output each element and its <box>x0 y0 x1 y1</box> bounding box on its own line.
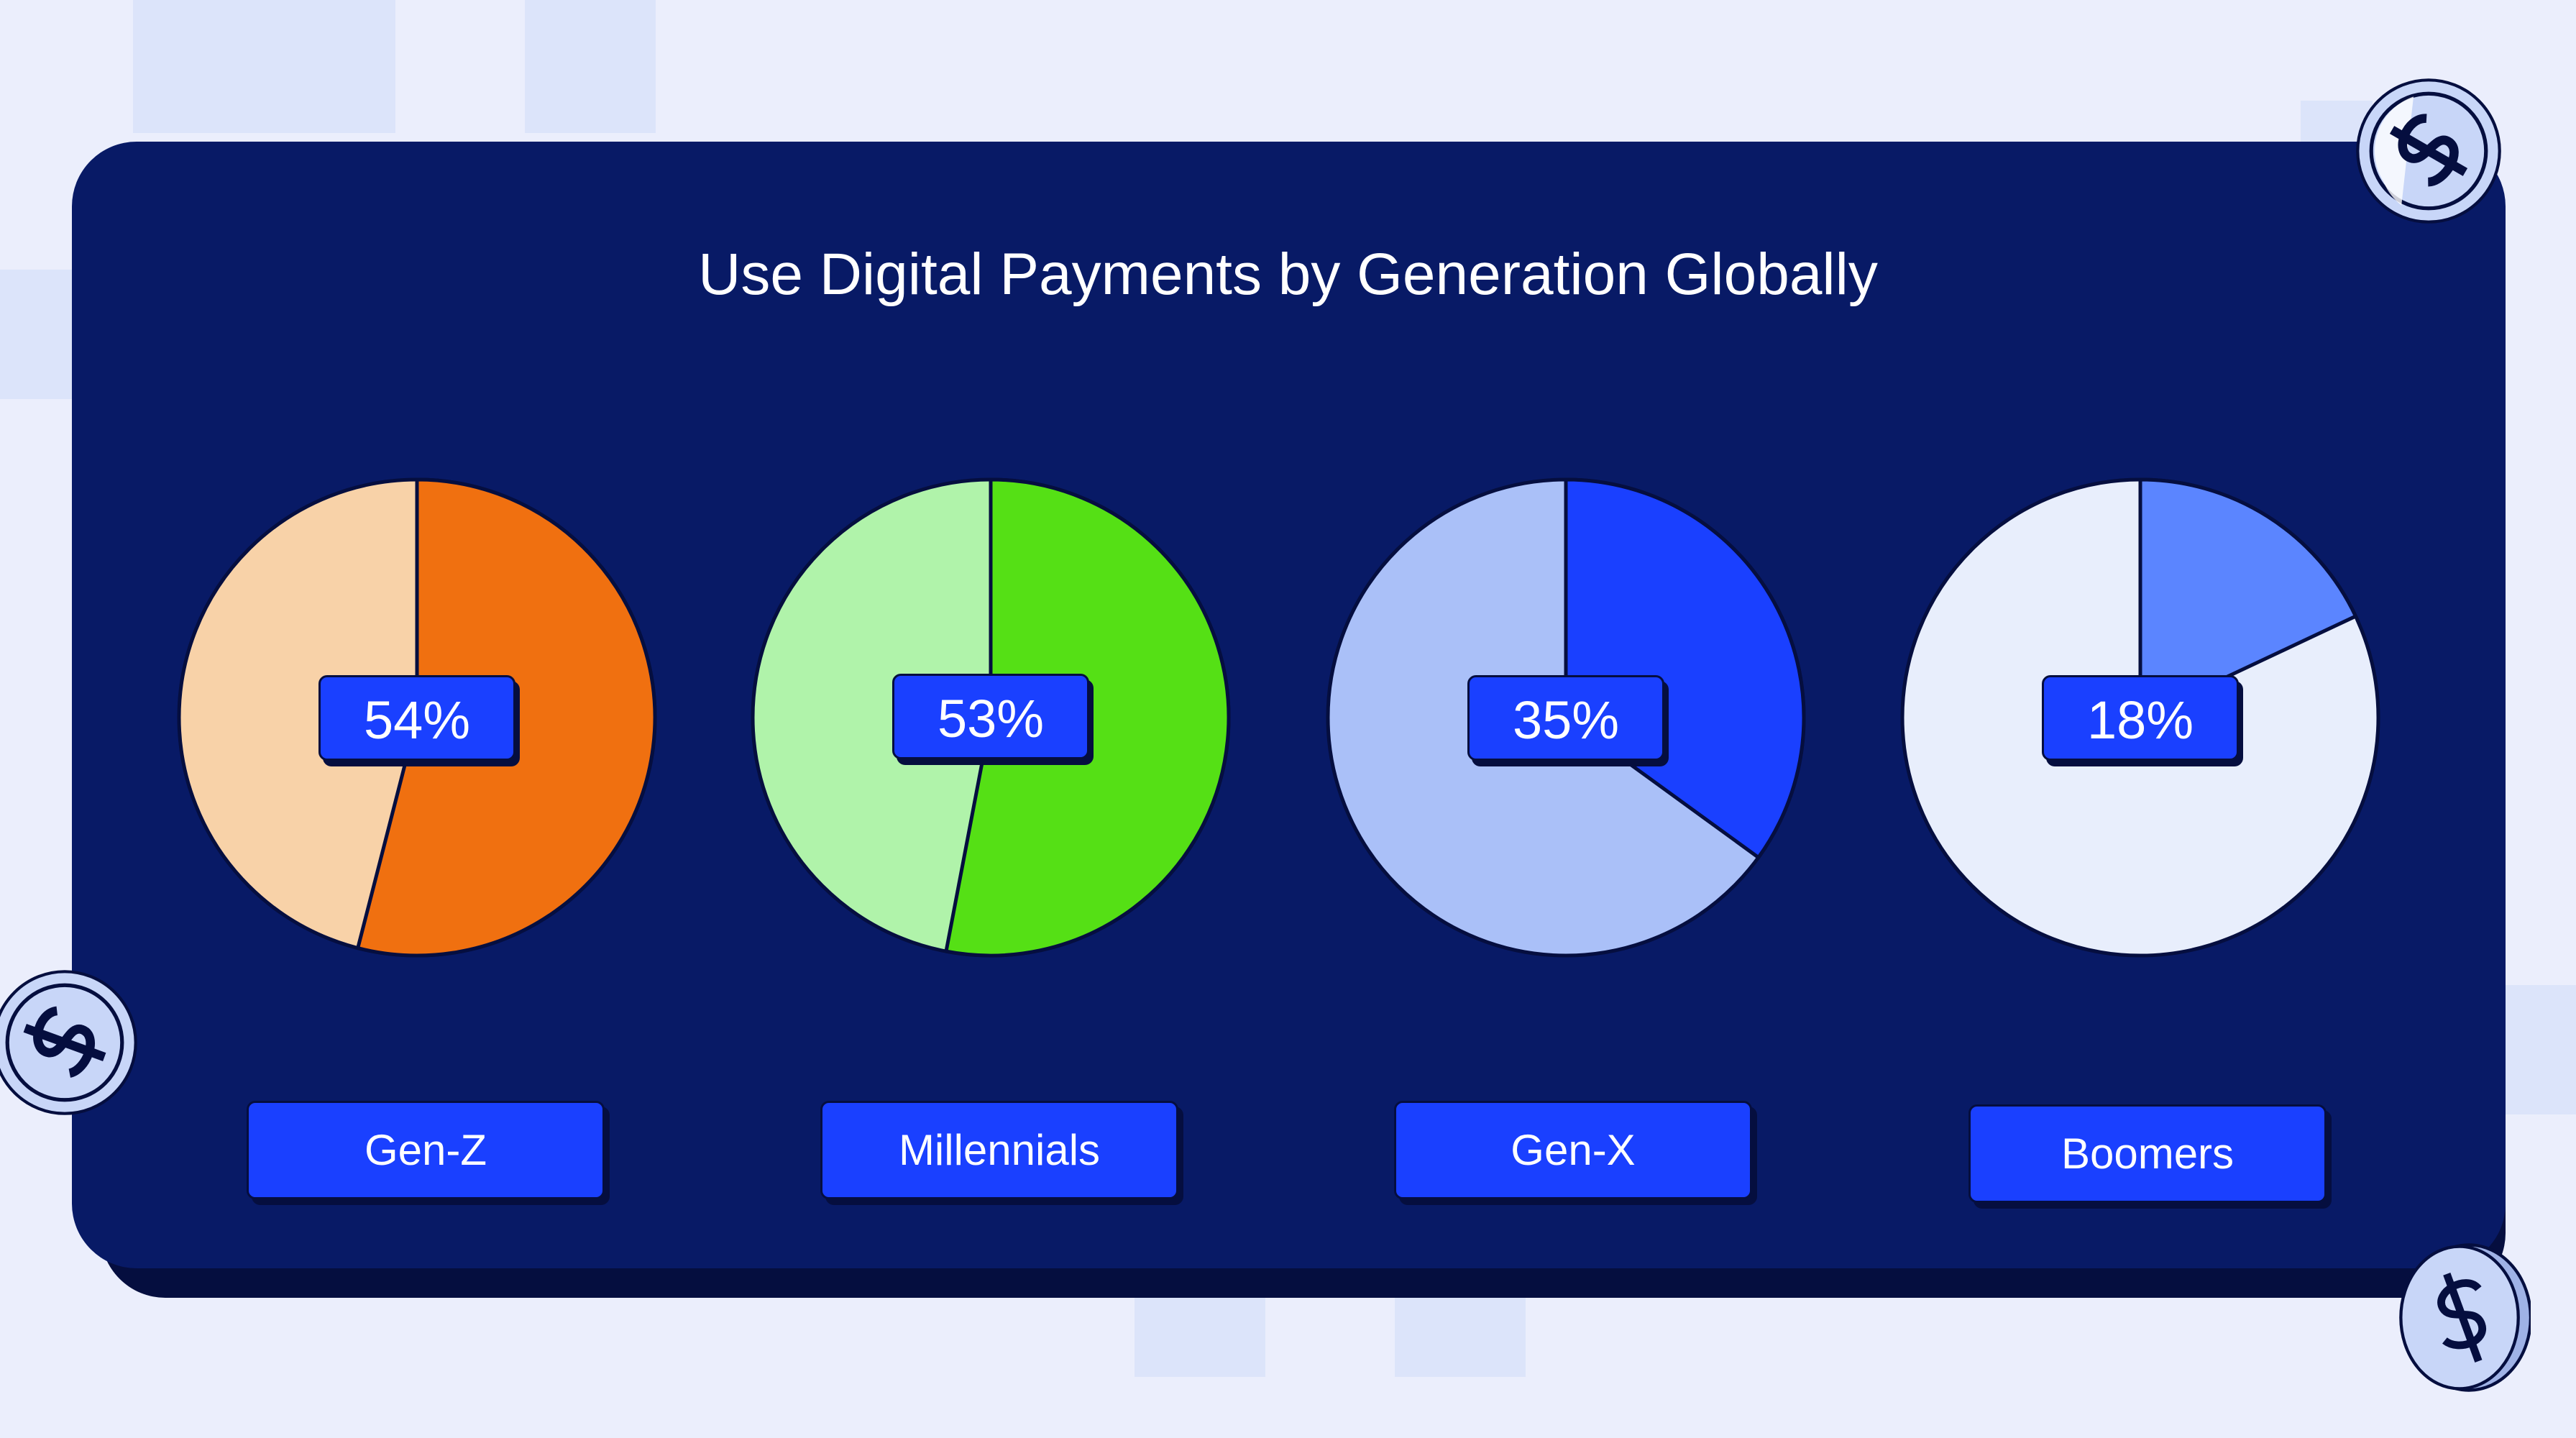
bg-square <box>1395 1294 1526 1377</box>
bg-square <box>1135 1294 1265 1377</box>
bg-square <box>525 0 656 133</box>
category-gen-x: Gen-X <box>1394 1101 1752 1199</box>
pie-slice-boomers <box>2138 477 2357 720</box>
dollar-coin-icon <box>2356 78 2501 224</box>
chart-title: Use Digital Payments by Generation Globa… <box>698 242 1878 307</box>
value-label-gen-z: 54% <box>318 675 515 761</box>
dollar-coin-icon <box>2399 1243 2531 1392</box>
value-label-gen-x: 35% <box>1467 675 1664 761</box>
category-boomers: Boomers <box>1968 1104 2327 1203</box>
value-label-millennials: 53% <box>892 674 1089 759</box>
bg-square <box>2506 985 2576 1114</box>
bg-square <box>0 270 72 399</box>
dollar-coin-icon <box>0 970 137 1115</box>
bg-square <box>133 0 395 133</box>
pie-slice-gen-x <box>1564 477 1806 860</box>
value-label-boomers: 18% <box>2042 675 2239 761</box>
category-millennials: Millennials <box>820 1101 1178 1199</box>
category-gen-z: Gen-Z <box>247 1101 605 1199</box>
